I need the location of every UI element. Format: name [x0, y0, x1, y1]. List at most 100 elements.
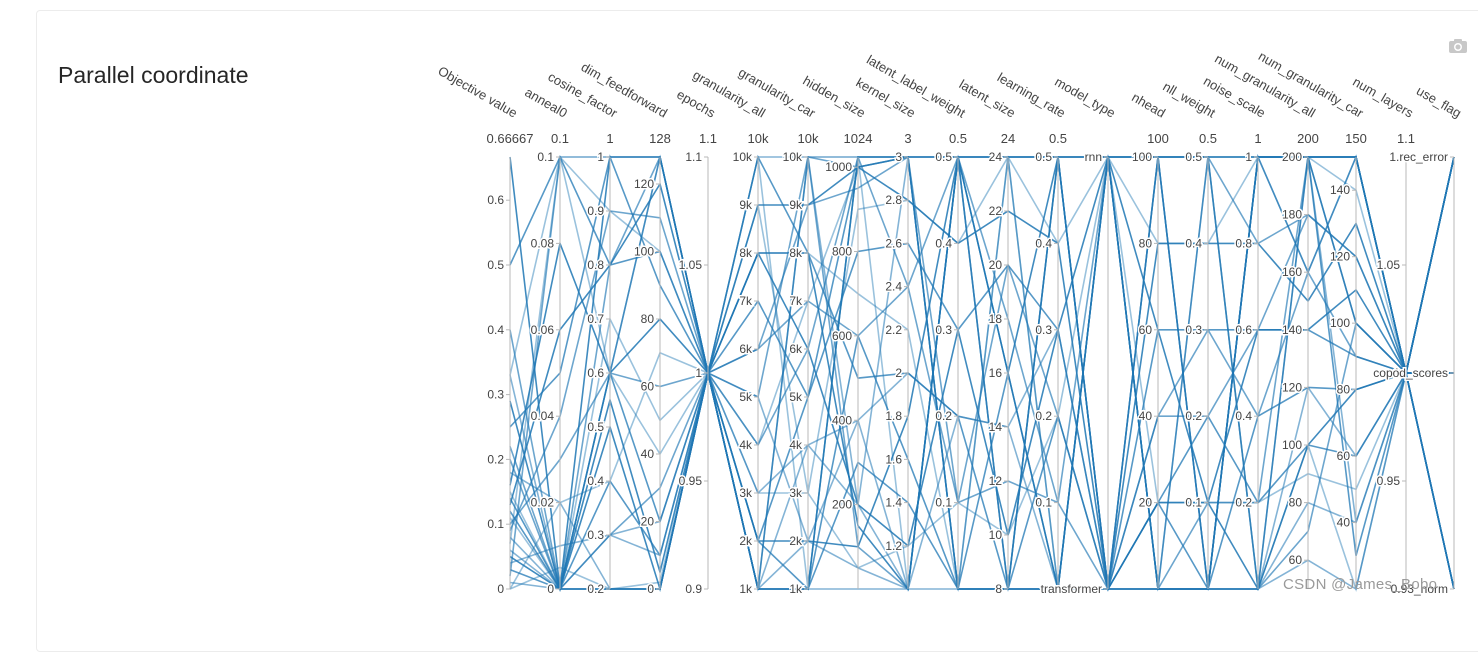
tick-label: 0.5	[935, 150, 952, 164]
tick-label: 80	[1289, 496, 1303, 510]
tick-label: 18	[989, 312, 1003, 326]
axis-range-label: 1	[606, 131, 613, 146]
tick-label: 8k	[789, 246, 803, 260]
tick-label: 1	[1245, 150, 1252, 164]
data-lines	[509, 153, 1455, 593]
tick-label: 600	[832, 329, 852, 343]
axis-Objective value: Objective value 0.66667 0 0.1 0.2 0.3 0.4 0.5 0.…	[436, 63, 534, 597]
tick-label: 0.6	[1235, 323, 1252, 337]
tick-label: 0.8	[587, 258, 604, 272]
tick-label: 8	[995, 582, 1002, 596]
tick-label: transformer	[1041, 582, 1102, 596]
tick-label: 0.4	[1185, 236, 1202, 250]
tick-label: 20	[641, 515, 655, 529]
axis-use-flag: use_flag 1.rec_error copod_scores 0.93_norm	[1372, 83, 1464, 597]
tick-label: 20	[1139, 496, 1153, 510]
axis-label: use_flag	[1414, 83, 1464, 121]
tick-label: 0.2	[587, 582, 604, 596]
tick-label: 100	[1282, 438, 1302, 452]
data-line	[509, 166, 1454, 590]
tick-label: 1.1	[685, 150, 702, 164]
tick-label: 4k	[789, 438, 803, 452]
data-line	[509, 156, 1455, 592]
axis-range-label: 1	[1254, 131, 1261, 146]
tick-label: 0.4	[587, 474, 604, 488]
data-line	[509, 370, 1455, 592]
data-line	[509, 155, 1455, 590]
tick-label: 16	[989, 366, 1003, 380]
tick-label: 120	[1330, 250, 1350, 264]
axis-range-label: 100	[1147, 131, 1169, 146]
tick-label: 0.1	[1185, 496, 1202, 510]
axis-num-granularity-all: num_granularity_all200608010012014016018…	[1212, 51, 1319, 589]
tick-label: 0.2	[487, 452, 504, 466]
tick-label: 2k	[789, 534, 803, 548]
tick-label: 0.95	[1377, 474, 1401, 488]
tick-label: 6k	[789, 342, 803, 356]
tick-label: 0.4	[487, 323, 504, 337]
tick-label: 5k	[789, 390, 803, 404]
tick-label: 1	[1393, 366, 1400, 380]
tick-label: 60	[1289, 553, 1303, 567]
tick-label: 400	[832, 413, 852, 427]
tick-label: 3k	[789, 486, 803, 500]
axis-range-label: 0.1	[551, 131, 569, 146]
tick-label: 6k	[739, 342, 753, 356]
tick-label: 24	[989, 150, 1003, 164]
tick-label: 0.5	[587, 420, 604, 434]
tick-label: 0.3	[1185, 323, 1202, 337]
data-line	[509, 156, 1454, 590]
tick-label: 120	[1282, 380, 1302, 394]
axis-range-label: 1.1	[1397, 131, 1415, 146]
tick-label: 0.06	[531, 323, 555, 337]
tick-label: 0.4	[1035, 236, 1052, 250]
tick-label: copod_scores	[1373, 366, 1448, 380]
tick-label: 2.4	[885, 280, 902, 294]
tick-label: 10k	[783, 150, 803, 164]
tick-label: 100	[1330, 316, 1350, 330]
tick-label: 14	[989, 420, 1003, 434]
tick-label: 0.3	[587, 528, 604, 542]
tick-label: 0.93_norm	[1391, 582, 1448, 596]
tick-label: 2k	[739, 534, 753, 548]
tick-label: 800	[832, 245, 852, 259]
tick-label: 0	[647, 582, 654, 596]
camera-icon[interactable]	[1448, 38, 1468, 59]
tick-label: 0.5	[487, 258, 504, 272]
tick-label: 0.95	[679, 474, 703, 488]
watermark: CSDN @James_Bobo	[1283, 576, 1438, 593]
parallel-coordinates-plot: Objective value 0.66667 0 0.1 0.2 0.3 0.4 0.5 0.…	[436, 48, 1464, 598]
axis-label: dim_feedforward	[579, 59, 670, 120]
tick-label: 0.6	[587, 366, 604, 380]
tick-label: 1.05	[1377, 258, 1401, 272]
tick-label: 0.04	[531, 409, 555, 423]
axis-range-label: 10k	[798, 131, 819, 146]
tick-label: 1.4	[885, 496, 902, 510]
tick-label: 9k	[739, 198, 753, 212]
tick-label: 0.1	[487, 517, 504, 531]
tick-label: 1.05	[679, 258, 703, 272]
tick-label: 80	[641, 312, 655, 326]
tick-label: 0	[497, 582, 504, 596]
tick-label: 80	[1139, 236, 1153, 250]
tick-label: 0.8	[1235, 236, 1252, 250]
tick-label: 9k	[789, 198, 803, 212]
tick-label: 0.02	[531, 496, 555, 510]
tick-label: 0.2	[1185, 409, 1202, 423]
tick-label: 0	[547, 582, 554, 596]
tick-label: 0.3	[935, 323, 952, 337]
axis-range-label: 24	[1001, 131, 1015, 146]
tick-label: 60	[1139, 323, 1153, 337]
tick-label: 1k	[789, 582, 803, 596]
axis-range-label: 128	[649, 131, 671, 146]
axis-range-label: 0.5	[1049, 131, 1067, 146]
tick-label: 120	[634, 177, 654, 191]
tick-label: 1.6	[885, 452, 902, 466]
tick-label: 60	[641, 380, 655, 394]
axis-range-label: 1.1	[699, 131, 717, 146]
tick-label: 0.4	[1235, 409, 1252, 423]
tick-label: 10	[989, 528, 1003, 542]
